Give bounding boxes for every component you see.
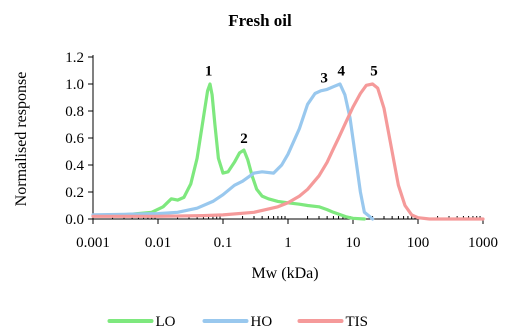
y-tick-label: 1.2 (65, 50, 84, 66)
x-tick-label: 100 (407, 235, 430, 251)
x-tick-label: 0.01 (145, 235, 171, 251)
legend-label-lo: LO (156, 314, 176, 330)
peak-label: 4 (338, 64, 346, 80)
y-tick-label: 0.8 (65, 104, 84, 120)
series-line-lo (122, 82, 366, 221)
y-tick-label: 0.0 (65, 212, 84, 228)
y-tick-label: 0.2 (65, 185, 84, 201)
legend-label-ho: HO (251, 314, 273, 330)
legend-label-tis: TIS (346, 314, 369, 330)
peak-label: 3 (320, 70, 328, 86)
x-tick-label: 1 (284, 235, 292, 251)
peak-label: 2 (240, 131, 248, 147)
legend: LO HO TIS (107, 314, 369, 330)
x-axis-title: Mw (kDa) (251, 265, 318, 282)
series-line-tis (91, 82, 485, 221)
series-line-ho (91, 82, 375, 221)
x-tick-label: 1000 (468, 235, 498, 251)
x-tick-label: 0.001 (76, 235, 110, 251)
plot-area: 0.0 0.2 0.4 0.6 0.8 1.0 1.2 0.001 0.01 0.1 1 10 100 1… (65, 50, 498, 251)
peak-label: 5 (370, 64, 378, 80)
y-tick-label: 0.6 (65, 131, 84, 147)
x-tick-label: 0.1 (214, 235, 233, 251)
y-tick-label: 0.4 (65, 158, 84, 174)
y-axis-title: Normalised response (13, 72, 30, 207)
peak-label: 1 (205, 64, 213, 80)
chart-title: Fresh oil (228, 11, 292, 30)
y-tick-label: 1.0 (65, 77, 84, 93)
x-tick-label: 10 (346, 235, 361, 251)
